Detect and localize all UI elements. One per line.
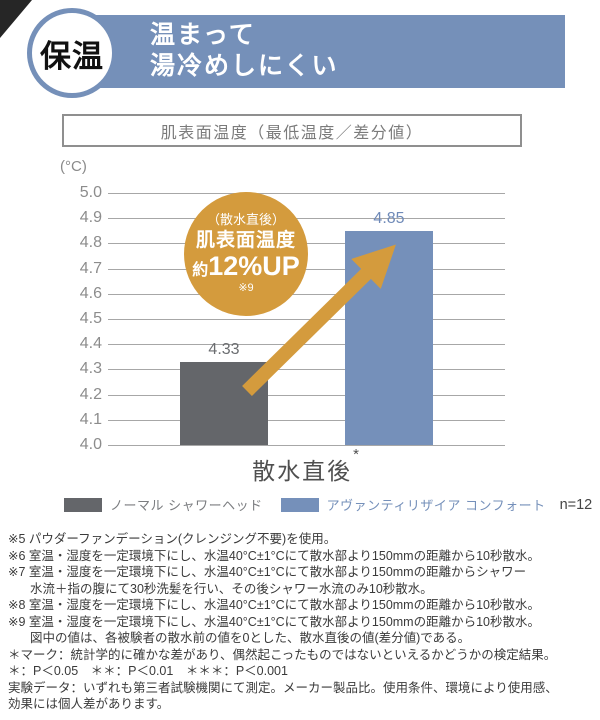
y-axis-tick: 5.0 <box>79 184 102 201</box>
y-axis-tick: 4.2 <box>79 385 102 403</box>
gridline <box>108 394 505 396</box>
footnote-line: ＊マーク：統計学的に確かな差があり、偶然起こったものではないといえるかどうかの検… <box>8 647 557 662</box>
legend-swatch-product <box>280 497 319 512</box>
footnote-line: ※6 室温・湿度を一定環境下にし、水温40°C±1°Cにて散水部より150mmの… <box>8 548 541 563</box>
y-axis-tick: 4.4 <box>79 335 102 353</box>
legend-label-product: アヴァンティリザイア コンフォート <box>326 498 546 513</box>
x-axis-label: 散水直後* <box>206 446 406 486</box>
footnote-line: ※8 室温・湿度を一定環境下にし、水温40°C±1°Cにて散水部より150mmの… <box>8 598 541 612</box>
y-axis-tick: 4.5 <box>79 310 102 327</box>
footnote-line: ＊：P＜0.05 ＊＊：P＜0.01 ＊＊＊：P＜0.001 <box>8 664 288 678</box>
callout-approx: 約 <box>192 262 209 280</box>
header-title: 温まって 湯冷めしにくい <box>150 20 339 82</box>
gridline <box>108 193 505 194</box>
header-banner: 温まって 湯冷めしにくい <box>57 15 565 88</box>
y-axis-tick: 4.1 <box>79 410 102 428</box>
callout-value: 約12%UP <box>184 252 308 280</box>
y-axis-tick: 4.0 <box>79 436 102 453</box>
gridline <box>108 369 505 371</box>
y-axis-tick: 4.3 <box>79 360 102 378</box>
gridline <box>108 344 505 346</box>
bar-product-value-label: 4.85 <box>373 209 405 227</box>
gridline <box>108 419 505 421</box>
bar-normal-value-label: 4.33 <box>208 340 240 358</box>
gridline <box>108 319 505 320</box>
callout-context: （散水直後） <box>206 212 285 228</box>
gridline <box>108 445 505 446</box>
gridline <box>108 218 505 220</box>
y-axis-tick: 4.6 <box>79 284 102 302</box>
sample-size-label: n=12 <box>559 496 593 513</box>
photo-corner-fold <box>0 0 32 38</box>
callout-footnote-ref: ※9 <box>238 281 254 294</box>
chart-title-box: 肌表面温度（最低温度／差分値） <box>62 114 522 147</box>
footnote-line: ※7 室温・湿度を一定環境下にし、水温40°C±1°Cにて散水部より150mmの… <box>8 565 527 579</box>
footnote-line: 実験データ：いずれも第三者試験機関にて測定。メーカー製品比。使用条件、環境により… <box>8 680 558 695</box>
y-axis-unit: (°C) <box>60 158 87 175</box>
heat-retention-badge: 保温 <box>27 8 117 98</box>
callout-percent: 12%UP <box>208 251 300 282</box>
footnotes-block: ※5 パウダーファンデーション(クレンジング不要)を使用。 ※6 室温・湿度を一定… <box>8 531 598 713</box>
chart-legend: ノーマル シャワーヘッド アヴァンティリザイア コンフォート n=12 <box>64 495 592 514</box>
callout-subject: 肌表面温度 <box>195 229 296 251</box>
bar-product-showerhead <box>345 230 433 445</box>
bar-normal-showerhead <box>180 361 268 445</box>
header-title-line1: 温まって <box>150 21 256 49</box>
footnote-line: 水流＋指の腹にて30秒洗髪を行い、その後シャワー水流のみ10秒散水。 <box>30 581 433 596</box>
significance-asterisk: * <box>353 446 361 463</box>
footnote-line: ※5 パウダーファンデーション(クレンジング不要)を使用。 <box>8 532 337 546</box>
y-axis-tick: 4.8 <box>79 234 102 252</box>
percent-up-callout: （散水直後） 肌表面温度 約12%UP ※9 <box>184 192 308 316</box>
footnote-line: 効果には個人差があります。 <box>8 697 170 711</box>
footnote-line: 図中の値は、各被験者の散水前の値を0とした、散水直後の値(差分値)である。 <box>30 631 471 645</box>
legend-label-normal: ノーマル シャワーヘッド <box>110 498 263 513</box>
header-title-line2: 湯冷めしにくい <box>150 52 339 80</box>
legend-swatch-normal <box>64 497 102 512</box>
x-axis-category: 散水直後 <box>252 458 353 484</box>
y-axis-tick: 4.9 <box>79 209 102 227</box>
y-axis-tick: 4.7 <box>79 259 102 277</box>
footnote-line: ※9 室温・湿度を一定環境下にし、水温40°C±1°Cにて散水部より150mmの… <box>8 614 541 629</box>
